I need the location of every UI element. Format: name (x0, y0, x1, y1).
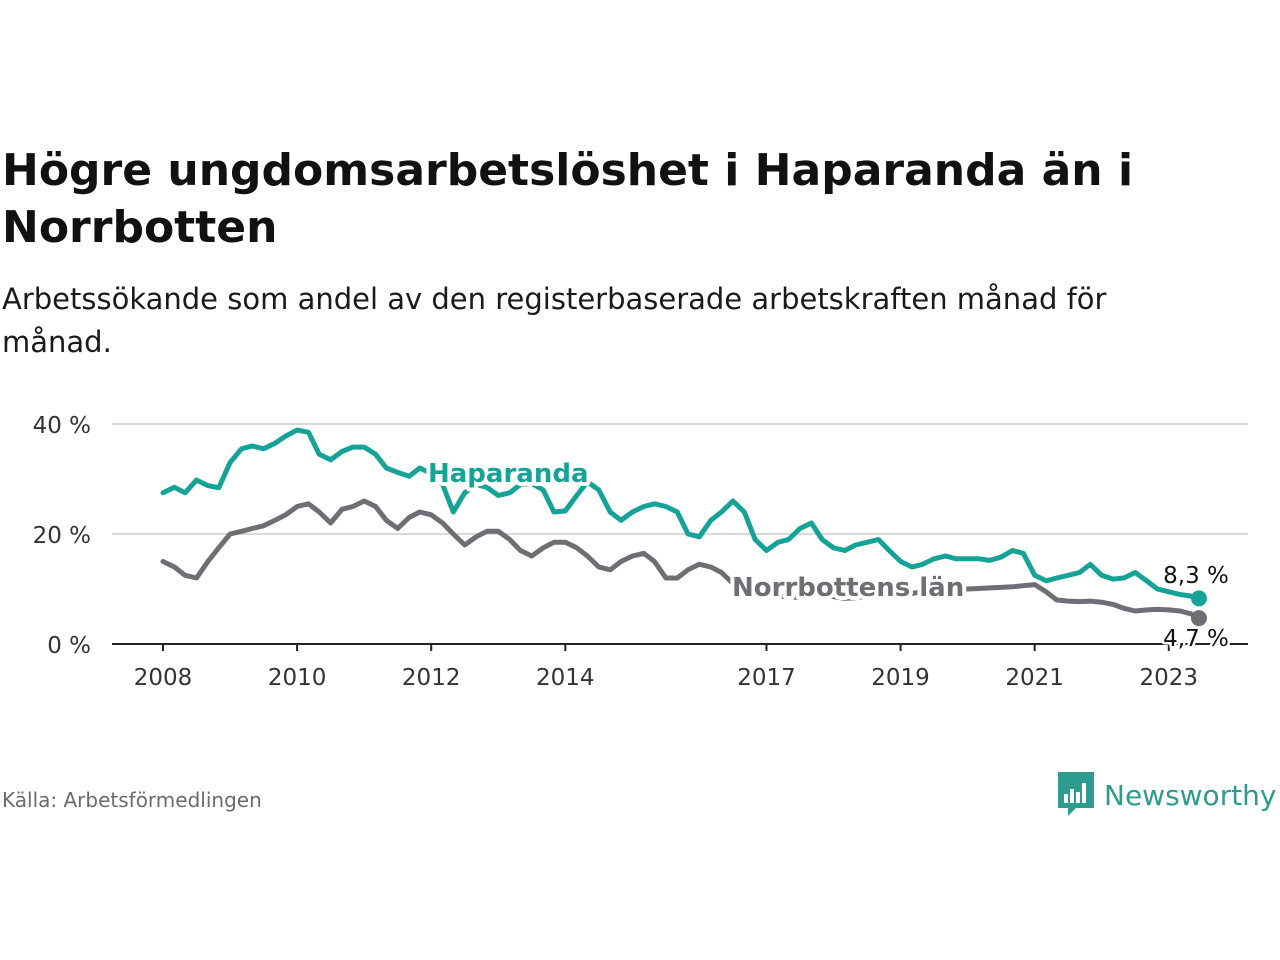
y-tick-label: 0 % (47, 633, 91, 659)
line-chart: 0 % 20 % 40 % 2008 2010 2012 2014 2017 2019 2021… (33, 413, 1248, 691)
x-tick-label: 2010 (268, 665, 327, 691)
newsworthy-icon (1058, 772, 1094, 816)
x-tick-label: 2008 (134, 665, 193, 691)
x-axis: 2008 2010 2012 2014 2017 2019 2021 2023 (112, 643, 1248, 691)
series-label-haparanda: Haparanda (428, 459, 589, 489)
grid-lines (112, 423, 1248, 535)
y-tick-label: 40 % (33, 413, 91, 439)
x-tick-label: 2023 (1139, 665, 1198, 691)
brand-logo[interactable]: Newsworthy (1058, 772, 1277, 818)
series-line-haparanda (160, 427, 1202, 601)
brand-name: Newsworthy (1104, 778, 1277, 812)
series-labels: Haparanda Norrbottens län 8,3 % 4,7 % (424, 455, 1231, 655)
x-tick-label: 2014 (536, 665, 595, 691)
x-tick-label: 2019 (871, 665, 930, 691)
y-tick-label: 20 % (33, 523, 91, 549)
x-tick-label: 2017 (737, 665, 796, 691)
chart-title: Högre ungdomsarbetslöshet i Haparanda än… (2, 145, 1134, 253)
end-point-norrbotten (1190, 610, 1207, 627)
end-label-haparanda: 8,3 % (1163, 563, 1229, 589)
x-tick-label: 2021 (1005, 665, 1064, 691)
series-line-norrbotten (160, 498, 1202, 621)
chart-subtitle: Arbetssökande som andel av den registerb… (2, 282, 1107, 359)
end-label-norrbotten: 4,7 % (1163, 626, 1229, 652)
source-note: Källa: Arbetsförmedlingen (2, 788, 262, 812)
series-label-norrbotten: Norrbottens län (732, 573, 964, 603)
series-lines (160, 427, 1207, 627)
end-point-haparanda (1190, 590, 1207, 607)
y-axis: 0 % 20 % 40 % (33, 413, 91, 659)
x-tick-label: 2012 (402, 665, 461, 691)
